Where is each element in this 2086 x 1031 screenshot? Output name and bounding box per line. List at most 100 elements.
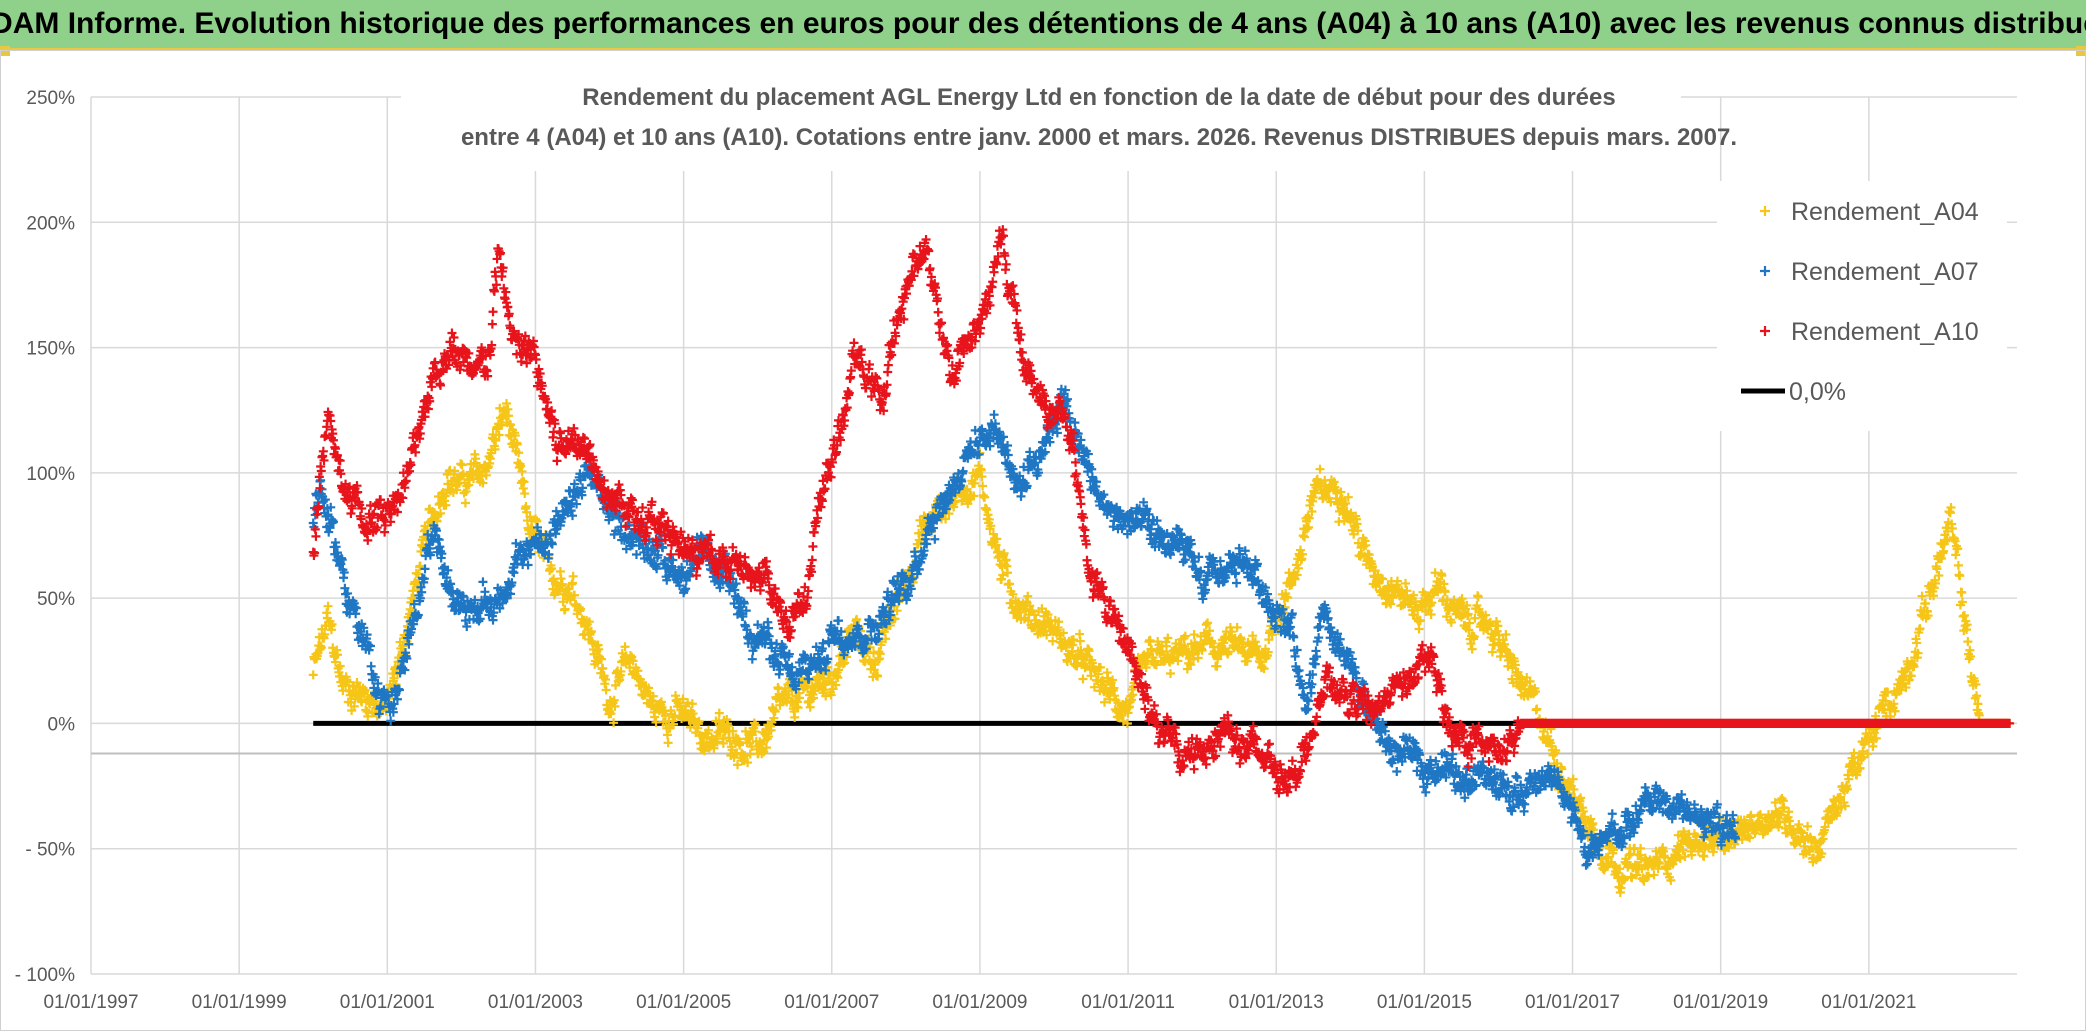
data-point-a04 (1959, 610, 1969, 620)
data-point-a04 (694, 716, 704, 726)
series-a07-layer (308, 384, 1741, 870)
data-point-a10 (311, 531, 321, 541)
data-point-a04 (606, 709, 616, 719)
data-point-a04 (363, 711, 373, 721)
data-point-a10 (436, 380, 446, 390)
data-point-a10 (316, 466, 326, 476)
data-point-a04 (1955, 571, 1965, 581)
data-point-a04 (648, 691, 658, 701)
data-point-a04 (982, 505, 992, 515)
data-point-a04 (687, 699, 697, 709)
data-point-a04 (1300, 532, 1310, 542)
data-point-a10 (487, 319, 497, 329)
data-point-a04 (740, 751, 750, 761)
data-point-a04 (570, 590, 580, 600)
banner-corner-left (0, 46, 10, 56)
x-tick-label: 01/01/1999 (192, 992, 287, 1013)
data-point-a04 (343, 677, 353, 687)
data-point-a04 (688, 709, 698, 719)
data-point-a04 (831, 680, 841, 690)
data-point-a04 (840, 658, 850, 668)
data-point-a04 (1951, 550, 1961, 560)
scatter-chart: - 100%- 50%0%50%100%150%200%250%01/01/19… (15, 75, 2017, 1013)
x-tick-label: 01/01/2013 (1229, 992, 1324, 1013)
data-point-a04 (980, 492, 990, 502)
y-tick-label: - 100% (15, 965, 75, 986)
data-point-a04 (519, 477, 529, 487)
data-point-a04 (594, 644, 604, 654)
x-tick-label: 01/01/2003 (488, 992, 583, 1013)
data-point-a04 (450, 466, 460, 476)
y-tick-label: 50% (37, 589, 75, 610)
x-tick-label: 01/01/2019 (1673, 992, 1768, 1013)
x-tick-label: 01/01/1997 (43, 992, 138, 1013)
data-point-a10 (427, 382, 437, 392)
data-point-a04 (510, 431, 520, 441)
x-tick-label: 01/01/2009 (932, 992, 1027, 1013)
data-point-a04 (1023, 591, 1033, 601)
grid-layer (90, 96, 2017, 975)
data-point-a10 (489, 286, 499, 296)
data-point-a04 (1794, 820, 1804, 830)
data-point-a04 (1414, 624, 1424, 634)
data-point-a04 (332, 650, 342, 660)
data-point-a04 (1078, 674, 1088, 684)
data-point-a07 (1421, 787, 1431, 797)
data-point-a04 (662, 730, 672, 740)
data-point-a04 (436, 508, 446, 518)
data-point-a04 (491, 436, 501, 446)
data-point-a04 (1953, 560, 1963, 570)
x-tick-label: 01/01/2005 (636, 992, 731, 1013)
data-point-a04 (609, 718, 619, 728)
x-tick-label: 01/01/2007 (784, 992, 879, 1013)
data-point-a10 (488, 307, 498, 317)
banner-title: ADAM Informe. Evolution historique des p… (0, 7, 2086, 40)
data-point-a04 (517, 466, 527, 476)
data-point-a04 (732, 760, 742, 770)
data-point-a04 (890, 614, 900, 624)
data-point-a07 (1511, 771, 1521, 781)
data-point-a04 (506, 420, 516, 430)
data-point-a10 (447, 328, 457, 338)
data-point-a07 (1392, 766, 1402, 776)
data-point-a04 (616, 666, 626, 676)
banner-corner-right (2076, 46, 2086, 56)
data-point-a04 (1189, 630, 1199, 640)
data-point-a04 (1963, 637, 1973, 647)
data-point-a04 (718, 738, 728, 748)
data-point-a04 (723, 721, 733, 731)
data-point-a04 (460, 498, 470, 508)
data-point-a04 (471, 454, 481, 464)
data-point-a04 (497, 420, 507, 430)
data-point-a04 (316, 643, 326, 653)
data-point-a04 (747, 742, 757, 752)
data-point-a04 (601, 685, 611, 695)
data-point-a10 (318, 446, 328, 456)
data-point-a04 (504, 411, 514, 421)
data-point-a04 (660, 711, 670, 721)
axis-layer: - 100%- 50%0%50%100%150%200%250%01/01/19… (15, 88, 2017, 1013)
data-point-a04 (663, 738, 673, 748)
data-point-a04 (1203, 618, 1213, 628)
data-point-a07 (1232, 578, 1241, 588)
data-point-a04 (490, 444, 500, 454)
data-point-a04 (826, 690, 836, 700)
data-point-a07 (1607, 809, 1617, 819)
data-point-a04 (560, 604, 570, 614)
data-point-a04 (457, 460, 467, 470)
data-point-a04 (512, 439, 522, 449)
y-tick-label: 100% (26, 464, 75, 485)
data-point-a04 (704, 725, 714, 735)
data-point-a04 (1467, 644, 1477, 654)
data-point-a04 (743, 758, 753, 768)
data-point-a07 (747, 654, 757, 664)
data-point-a04 (557, 579, 567, 589)
data-point-a10 (330, 444, 340, 454)
data-point-a04 (514, 448, 524, 458)
data-point-a04 (586, 626, 596, 636)
data-point-a07 (834, 616, 844, 626)
x-tick-label: 01/01/2011 (1081, 992, 1175, 1013)
data-point-a04 (1803, 821, 1813, 831)
data-point-a04 (494, 430, 504, 440)
data-point-a04 (327, 619, 337, 629)
